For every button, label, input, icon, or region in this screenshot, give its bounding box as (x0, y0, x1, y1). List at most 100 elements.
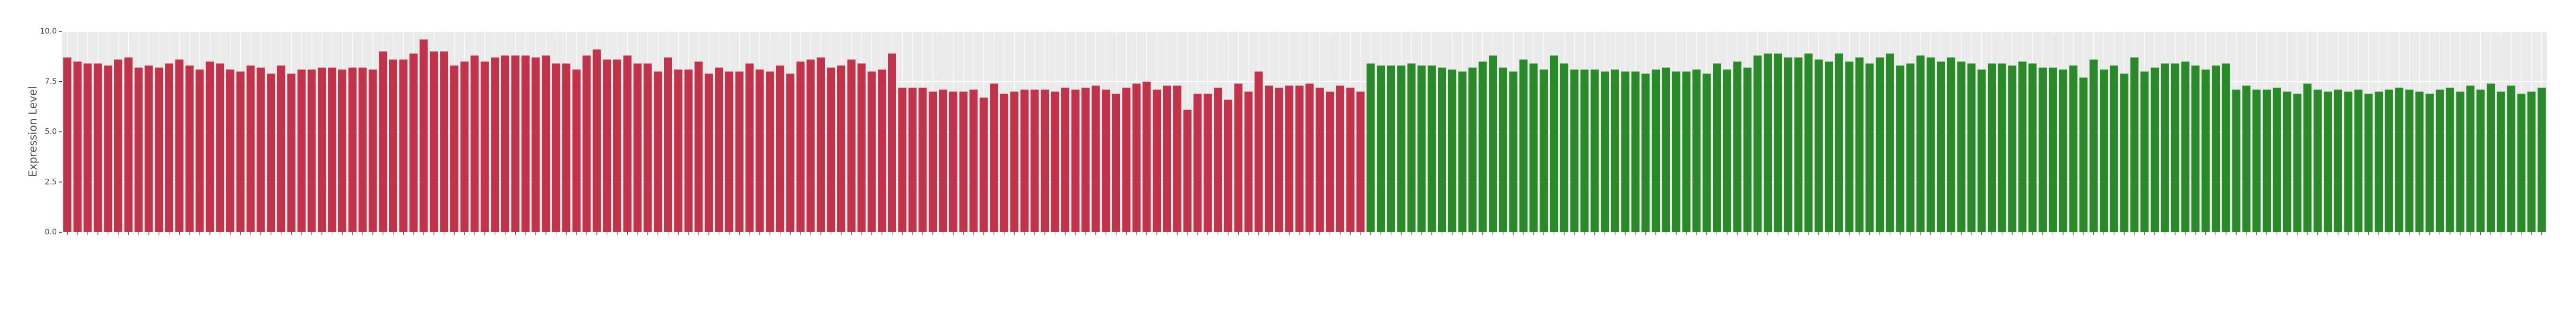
bar (1336, 86, 1344, 233)
bar (2211, 66, 2220, 232)
bar (1723, 69, 1731, 233)
bar (1499, 67, 1507, 232)
bar (1835, 53, 1843, 232)
bar (2130, 57, 2139, 232)
bar (1326, 91, 1335, 233)
bar (2059, 69, 2067, 233)
bar (379, 51, 387, 232)
bar (623, 55, 632, 233)
bar (1631, 71, 1640, 232)
bar (1661, 67, 1670, 232)
bar (73, 61, 82, 233)
bar (1204, 94, 1212, 232)
bar (1132, 83, 1141, 232)
bar (1764, 53, 1772, 232)
bar (389, 59, 398, 232)
bar (430, 51, 438, 232)
bar (1621, 71, 1629, 232)
bar (1386, 66, 1395, 232)
bar (83, 63, 92, 233)
bar (338, 69, 346, 233)
bar (2079, 77, 2088, 232)
bar (2456, 91, 2465, 233)
bar (817, 57, 825, 232)
bar (1397, 66, 1405, 232)
bar (2263, 89, 2271, 232)
bar (1265, 86, 1273, 233)
bar (1478, 61, 1487, 233)
bar (1010, 91, 1018, 233)
bar (1020, 89, 1029, 232)
bar (2191, 66, 2200, 232)
bar (1081, 87, 1090, 232)
bar (2446, 87, 2454, 232)
bar (2334, 89, 2342, 232)
bar (827, 67, 836, 232)
bar (1071, 89, 1080, 232)
bar (1947, 57, 1955, 232)
bar (745, 63, 754, 233)
bar (1377, 66, 1385, 232)
bar (1601, 71, 1609, 232)
bar (1743, 67, 1752, 232)
bar (328, 67, 337, 232)
bar (755, 69, 764, 233)
bar (369, 69, 377, 233)
bar (888, 53, 896, 232)
bar (2344, 91, 2352, 233)
bar (1997, 63, 2006, 233)
bar (1122, 87, 1131, 232)
bar (1000, 94, 1008, 232)
bar (1407, 63, 1416, 233)
bar (878, 69, 886, 233)
bar (990, 83, 998, 232)
bar (2507, 86, 2515, 233)
bar (1153, 89, 1161, 232)
bar (440, 51, 449, 232)
bar (1274, 87, 1283, 232)
bar (2466, 86, 2475, 233)
bar (1733, 61, 1742, 233)
bar (1356, 91, 1365, 233)
bar (603, 59, 612, 232)
bar (2140, 71, 2149, 232)
bar (2364, 94, 2373, 232)
bar (552, 63, 561, 233)
bar (542, 55, 550, 233)
bar (1682, 71, 1691, 232)
bar (2283, 91, 2291, 233)
bar (114, 59, 123, 232)
bar (2517, 94, 2526, 232)
bar (1773, 53, 1782, 232)
bar (1142, 81, 1151, 232)
bar (1050, 91, 1060, 233)
bar (236, 71, 245, 232)
bar (715, 67, 724, 232)
bar (1468, 67, 1477, 232)
bar (287, 73, 295, 232)
bar (1927, 57, 1935, 232)
bar (1855, 57, 1864, 232)
bar (1173, 86, 1181, 233)
bar (1214, 87, 1223, 232)
bar (1672, 71, 1680, 232)
bar (2395, 87, 2403, 232)
bar (2314, 89, 2322, 232)
y-tick-label: 5.0 (45, 128, 57, 136)
bar (1183, 109, 1192, 232)
bar (94, 63, 102, 233)
bar (2202, 69, 2210, 233)
bar (929, 91, 937, 233)
bar (918, 87, 927, 232)
bar (1193, 94, 1202, 232)
bar (1815, 59, 1823, 232)
bar (1061, 87, 1069, 232)
bar (1305, 83, 1314, 232)
bar (613, 59, 621, 232)
bar (481, 61, 489, 233)
bar (766, 71, 774, 232)
bar (2496, 91, 2505, 233)
bar (165, 63, 174, 233)
bar (1041, 89, 1049, 232)
bar (2538, 87, 2546, 232)
